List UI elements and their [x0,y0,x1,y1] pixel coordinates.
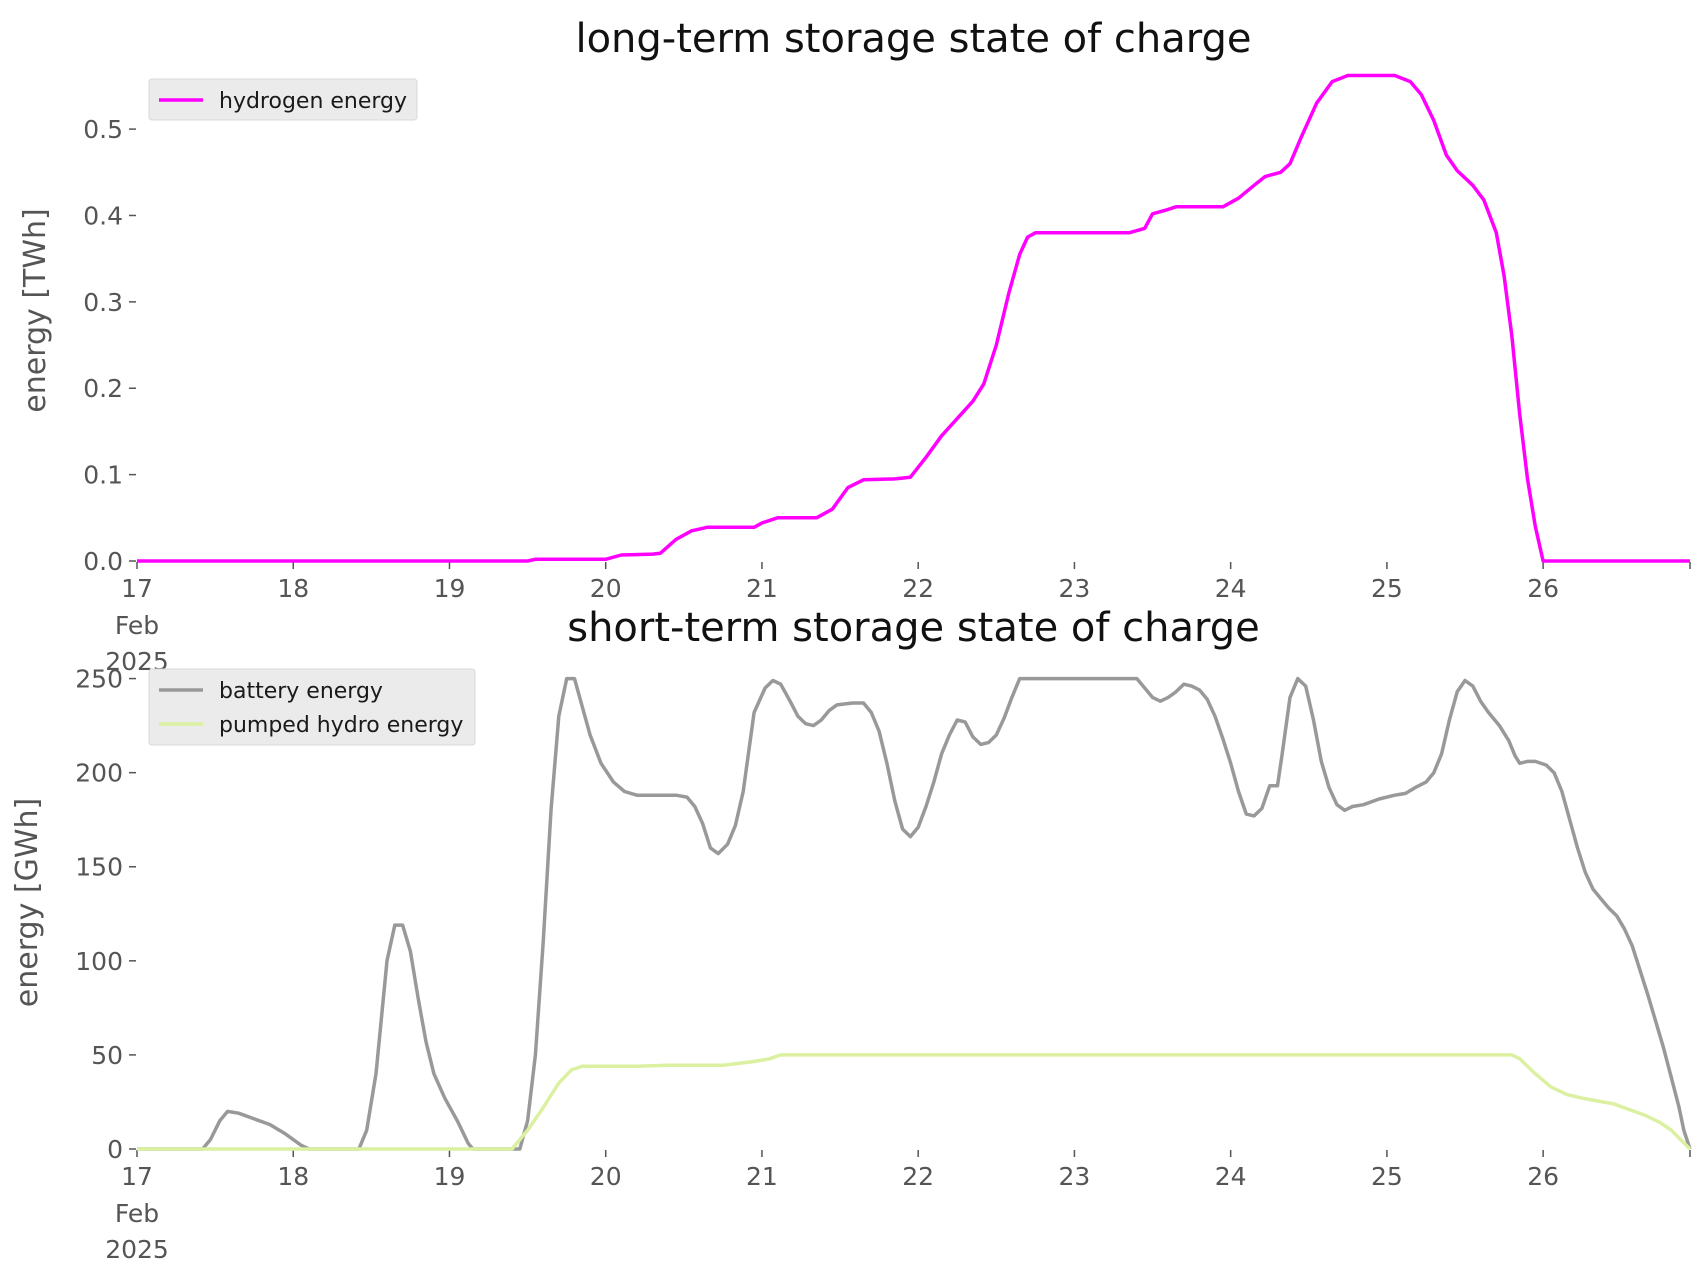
x-tick-label: 19 [434,1162,466,1191]
x-tick-label: 20 [590,574,622,603]
chart-title: short-term storage state of charge [567,605,1260,651]
y-tick-label: 0 [107,1135,123,1164]
y-tick-label: 0.0 [83,547,123,576]
x-tick-label: 22 [902,1162,934,1191]
y-tick-label: 150 [75,853,123,882]
x-tick-label: 17 [121,1162,153,1191]
y-tick-label: 50 [91,1041,123,1070]
x-tick-sublabel: Feb [115,1199,159,1228]
x-tick-label: 19 [434,574,466,603]
x-tick-sublabel: 2025 [105,1235,169,1264]
x-tick-label: 24 [1215,1162,1247,1191]
x-tick-label: 18 [277,1162,309,1191]
x-tick-label: 21 [746,574,778,603]
x-tick-label: 26 [1527,574,1559,603]
y-tick-label: 200 [75,759,123,788]
series-line-battery-energy [137,676,1692,1151]
legend-entry: battery energy [219,679,383,704]
y-tick-label: 0.4 [83,201,123,230]
x-tick-label: 25 [1371,1162,1403,1191]
y-axis-label: energy [GWh] [10,798,45,1007]
legend: battery energy pumped hydro energy [148,668,476,746]
y-tick-label: 100 [75,947,123,976]
x-tick-label: 18 [277,574,309,603]
legend-entry: hydrogen energy [219,89,407,114]
series-line-hydrogen-energy [137,73,1690,563]
x-tick-label: 26 [1527,1162,1559,1191]
legend-entry: pumped hydro energy [219,713,463,738]
x-tick-label: 21 [746,1162,778,1191]
legend-box [148,668,476,746]
chart-title: long-term storage state of charge [575,16,1251,62]
y-axis-label: energy [TWh] [18,208,53,412]
x-tick-label: 17 [121,574,153,603]
y-tick-label: 0.1 [83,461,123,490]
y-tick-label: 0.5 [83,115,123,144]
x-tick-label: 23 [1059,574,1091,603]
x-tick-sublabel: Feb [115,611,159,640]
short-term-storage-chart: short-term storage state of charge energy… [10,605,1692,1264]
x-tick-label: 22 [902,574,934,603]
y-tick-label: 250 [75,665,123,694]
x-tick-label: 20 [590,1162,622,1191]
series-line-pumped-hydro-energy [137,1053,1692,1151]
legend: hydrogen energy [148,78,418,121]
x-tick-label: 24 [1215,574,1247,603]
y-tick-label: 0.3 [83,288,123,317]
x-tick-label: 25 [1371,574,1403,603]
long-term-storage-chart: long-term storage state of charge energy … [18,16,1691,676]
y-tick-label: 0.2 [83,374,123,403]
x-tick-label: 23 [1059,1162,1091,1191]
legend-box [148,78,418,121]
